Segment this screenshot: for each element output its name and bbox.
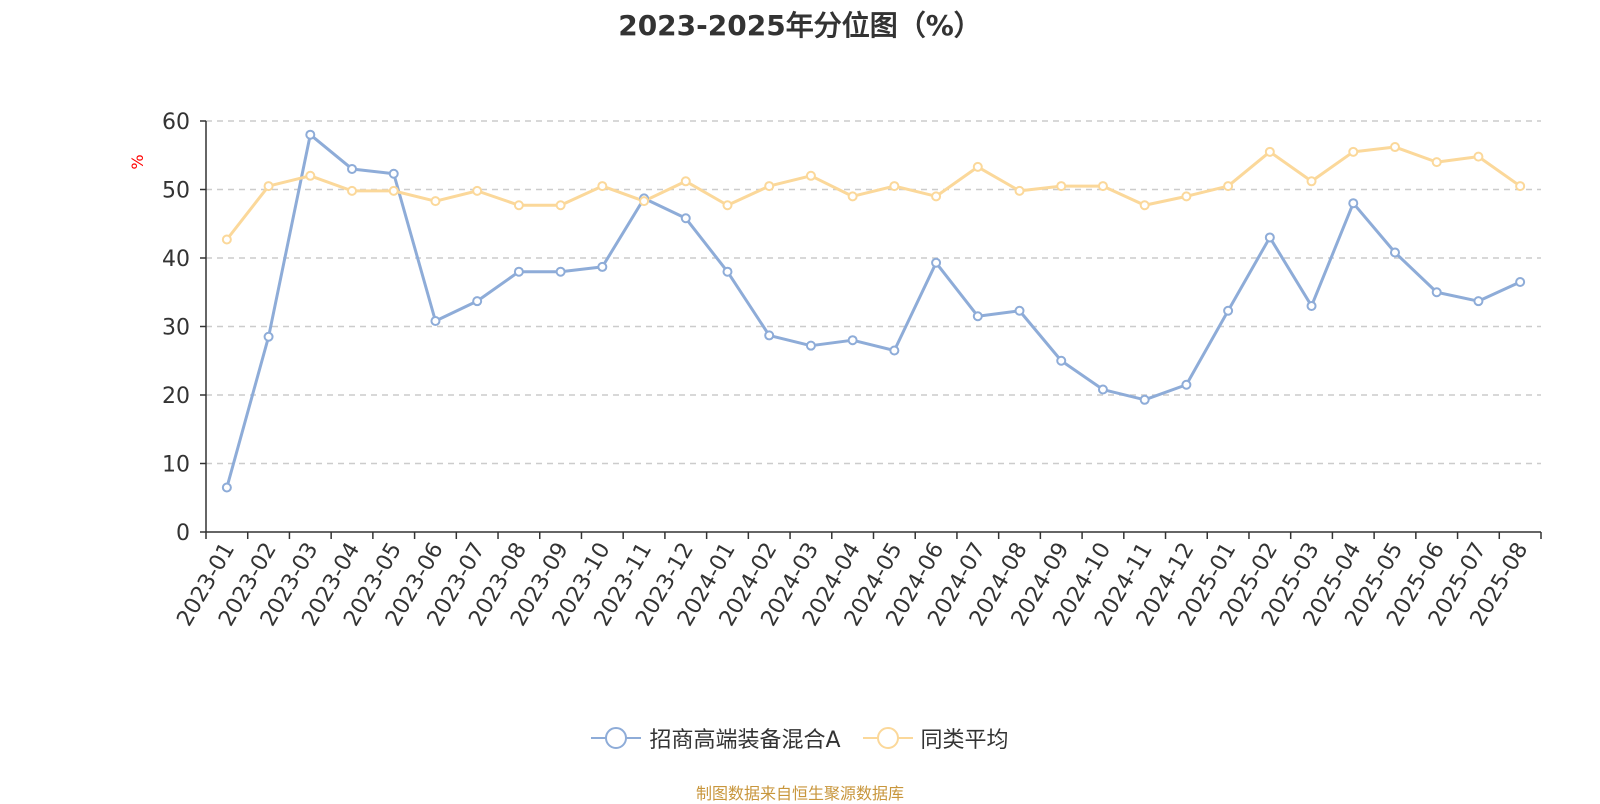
data-point-0 — [1056, 355, 1067, 366]
y-tick-label: 10 — [162, 453, 190, 478]
data-point-0 — [1097, 384, 1108, 395]
data-point-0 — [805, 340, 816, 351]
data-point-0 — [472, 296, 483, 307]
y-tick-label: 60 — [162, 110, 190, 135]
y-tick-label: 40 — [162, 247, 190, 272]
legend: 招商高端装备混合A 同类平均 — [0, 722, 1600, 754]
legend-item-fund[interactable]: 招商高端装备混合A — [591, 722, 841, 754]
data-point-1 — [1056, 181, 1067, 192]
data-point-0 — [889, 345, 900, 356]
data-point-0 — [1139, 394, 1150, 405]
data-point-1 — [1348, 146, 1359, 157]
data-point-1 — [1223, 181, 1234, 192]
data-point-0 — [1306, 300, 1317, 311]
data-point-0 — [1014, 305, 1025, 316]
data-point-1 — [722, 200, 733, 211]
data-point-0 — [555, 266, 566, 277]
data-point-0 — [931, 257, 942, 268]
series-line-0 — [225, 133, 1521, 488]
data-point-1 — [305, 170, 316, 181]
data-point-0 — [388, 168, 399, 179]
data-point-0 — [972, 311, 983, 322]
y-tick-label: 20 — [162, 384, 190, 409]
data-point-0 — [513, 266, 524, 277]
data-point-0 — [1515, 276, 1526, 287]
data-point-1 — [513, 200, 524, 211]
data-point-1 — [221, 234, 232, 245]
legend-label-fund: 招商高端装备混合A — [649, 728, 841, 753]
data-point-0 — [847, 335, 858, 346]
data-point-1 — [430, 196, 441, 207]
data-point-0 — [221, 482, 232, 493]
legend-label-average: 同类平均 — [920, 728, 1009, 753]
data-point-0 — [764, 330, 775, 341]
legend-marker-fund-icon — [591, 727, 642, 749]
data-point-1 — [347, 185, 358, 196]
data-point-1 — [1389, 142, 1400, 153]
data-point-0 — [680, 213, 691, 224]
y-tick-label: 30 — [162, 316, 190, 341]
data-point-0 — [597, 261, 608, 272]
data-point-1 — [597, 181, 608, 192]
data-point-1 — [1139, 200, 1150, 211]
legend-marker-average-icon — [862, 727, 913, 749]
data-point-1 — [1473, 151, 1484, 162]
data-point-0 — [1181, 379, 1192, 390]
data-point-1 — [1264, 146, 1275, 157]
data-point-0 — [1264, 232, 1275, 243]
chart-title: 2023-2025年分位图（%） — [618, 9, 982, 42]
data-source-note: 制图数据来自恒生聚源数据库 — [695, 784, 904, 803]
data-point-1 — [1515, 181, 1526, 192]
data-point-1 — [805, 170, 816, 181]
data-point-0 — [347, 163, 358, 174]
data-point-1 — [555, 200, 566, 211]
data-point-1 — [472, 185, 483, 196]
data-point-0 — [1431, 287, 1442, 298]
y-axis-label: % — [128, 154, 147, 169]
data-point-0 — [1223, 305, 1234, 316]
data-point-1 — [1097, 181, 1108, 192]
data-point-1 — [263, 181, 274, 192]
data-point-0 — [305, 129, 316, 140]
series-line-1 — [225, 145, 1522, 241]
y-tick-label: 0 — [176, 521, 190, 546]
data-point-0 — [1473, 296, 1484, 307]
data-point-1 — [680, 176, 691, 187]
data-point-0 — [722, 266, 733, 277]
data-point-1 — [388, 185, 399, 196]
data-point-1 — [889, 181, 900, 192]
data-point-1 — [764, 181, 775, 192]
data-point-0 — [1389, 247, 1400, 258]
data-point-0 — [1348, 198, 1359, 209]
data-point-1 — [1014, 185, 1025, 196]
y-tick-label: 50 — [162, 179, 190, 204]
data-point-1 — [1306, 176, 1317, 187]
legend-item-average[interactable]: 同类平均 — [862, 722, 1009, 754]
data-point-0 — [430, 316, 441, 327]
data-point-1 — [639, 196, 650, 207]
data-point-1 — [931, 191, 942, 202]
data-point-1 — [1431, 157, 1442, 168]
data-point-0 — [263, 331, 274, 342]
data-point-1 — [847, 191, 858, 202]
line-chart: 0102030405060%2023-012023-022023-032023-… — [128, 110, 1542, 631]
data-point-1 — [972, 161, 983, 172]
data-point-1 — [1181, 191, 1192, 202]
